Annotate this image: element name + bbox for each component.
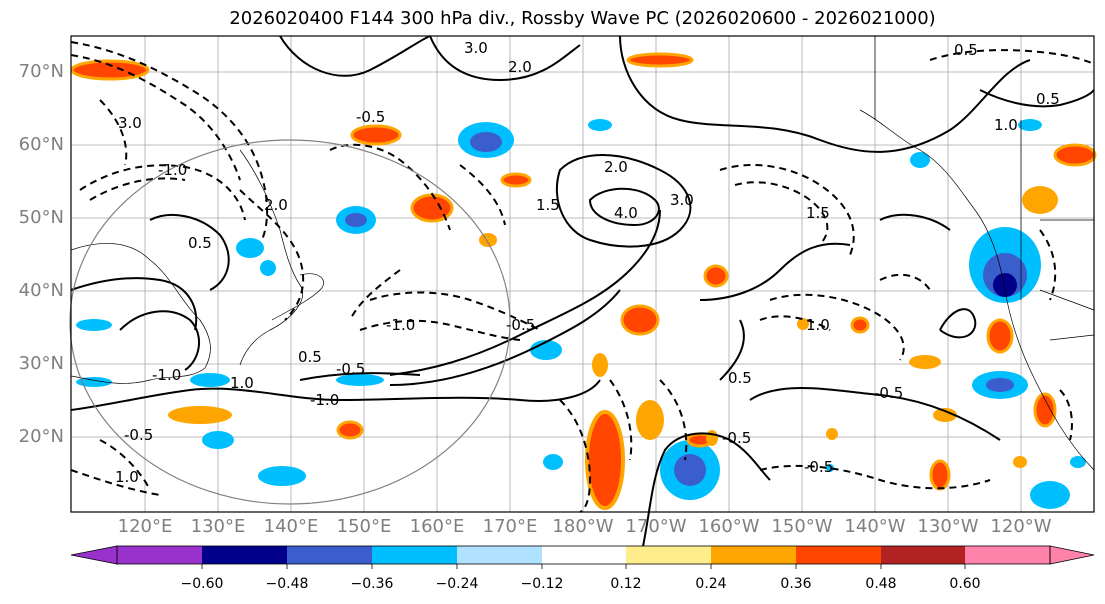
lat-label-30n: 30°N xyxy=(18,353,64,374)
colorbar-over-arrow xyxy=(1049,545,1095,565)
colorbar-segment xyxy=(965,546,1050,564)
lon-label-150w: 150°W xyxy=(771,516,833,537)
colorbar-segment xyxy=(372,546,457,564)
colorbar-segment xyxy=(711,546,796,564)
colorbar-segment xyxy=(117,546,202,564)
colorbar-tick-label: 0.24 xyxy=(695,576,727,592)
contour-label: 4.0 xyxy=(614,204,638,222)
contour-label: 1.5 xyxy=(806,204,830,222)
lat-label-70n: 70°N xyxy=(18,61,64,82)
contour-labels: 3.0 2.0 0.5 1.0 0.5 -0.5 2.0 4.0 3.0 1.5… xyxy=(115,39,1060,486)
lon-label-160w: 160°W xyxy=(698,516,760,537)
lon-label-180w: 180°W xyxy=(552,516,614,537)
colorbar-segment xyxy=(881,546,965,564)
colorbar-tick-label: 0.60 xyxy=(949,576,981,592)
colorbar-tick-label: −0.60 xyxy=(180,576,224,592)
colorbar-segment xyxy=(202,546,287,564)
lon-label-160e: 160°E xyxy=(409,516,465,537)
colorbar-tick-label: 0.36 xyxy=(780,576,812,592)
contour-label: 1.0 xyxy=(806,316,830,334)
contour-label: 0.5 xyxy=(298,348,322,366)
contour-label: 2.0 xyxy=(264,196,288,214)
contour-label: -0.5 xyxy=(874,384,903,402)
lon-label-120e: 120°E xyxy=(117,516,173,537)
contour-label: -1.0 xyxy=(310,391,339,409)
map-border xyxy=(70,35,1095,513)
contour-label: -0.5 xyxy=(356,108,385,126)
reference-circle xyxy=(69,139,511,505)
contour-label: 0.5 xyxy=(1036,90,1060,108)
contour-label: -0.5 xyxy=(336,360,365,378)
contour-label: -0.5 xyxy=(722,429,751,447)
contour-label: 2.0 xyxy=(604,158,628,176)
contour-label: 3.0 xyxy=(118,114,142,132)
solid-contours xyxy=(70,35,1095,561)
colorbar-tick-label: −0.12 xyxy=(520,576,564,592)
contour-label: 1.0 xyxy=(994,116,1018,134)
colorbar-segment xyxy=(287,546,372,564)
colorbar-segment xyxy=(542,546,626,564)
contour-label: -1.0 xyxy=(152,366,181,384)
colorbar-tick-label: 0.48 xyxy=(865,576,897,592)
dashed-contours xyxy=(70,41,1095,513)
lon-label-170w: 170°W xyxy=(625,516,687,537)
divergence-fills xyxy=(70,52,1097,510)
contour-label: 0.5 xyxy=(954,41,978,59)
contour-label: 0.5 xyxy=(188,234,212,252)
contour-label: 3.0 xyxy=(464,39,488,57)
colorbar-segment xyxy=(796,546,881,564)
contour-label: 0.5 xyxy=(728,369,752,387)
lat-label-60n: 60°N xyxy=(18,134,64,155)
lon-label-150e: 150°E xyxy=(336,516,392,537)
contour-label: 2.0 xyxy=(508,58,532,76)
lon-label-140e: 140°E xyxy=(263,516,319,537)
contour-label: -1.0 xyxy=(386,316,415,334)
lat-label-40n: 40°N xyxy=(18,280,64,301)
contour-label: -0.5 xyxy=(506,316,535,334)
contour-label: -0.5 xyxy=(124,426,153,444)
colorbar-under-arrow xyxy=(70,545,118,565)
map-title: 2026020400 F144 300 hPa div., Rossby Wav… xyxy=(229,8,936,29)
colorbar-tick-label: −0.24 xyxy=(435,576,479,592)
lat-label-50n: 50°N xyxy=(18,207,64,228)
lon-label-120w: 120°W xyxy=(990,516,1052,537)
map-frame-bg xyxy=(71,36,1094,512)
colorbar-tick-label: 0.12 xyxy=(610,576,642,592)
colorbar-tick-label: −0.48 xyxy=(265,576,309,592)
contour-label: 1.5 xyxy=(536,196,560,214)
colorbar-tick-label: −0.36 xyxy=(350,576,394,592)
contour-label: 1.0 xyxy=(230,374,254,392)
colorbar-segment xyxy=(626,546,711,564)
colorbar xyxy=(70,545,1095,569)
colorbar-segment xyxy=(457,546,542,564)
contour-label: -1.0 xyxy=(158,161,187,179)
lon-label-130w: 130°W xyxy=(917,516,979,537)
lon-label-170e: 170°E xyxy=(482,516,538,537)
contour-label: 3.0 xyxy=(670,191,694,209)
lat-label-20n: 20°N xyxy=(18,426,64,447)
lon-label-140w: 140°W xyxy=(844,516,906,537)
contour-label: 1.0 xyxy=(115,468,139,486)
contour-label: -0.5 xyxy=(804,458,833,476)
lon-label-130e: 130°E xyxy=(190,516,246,537)
